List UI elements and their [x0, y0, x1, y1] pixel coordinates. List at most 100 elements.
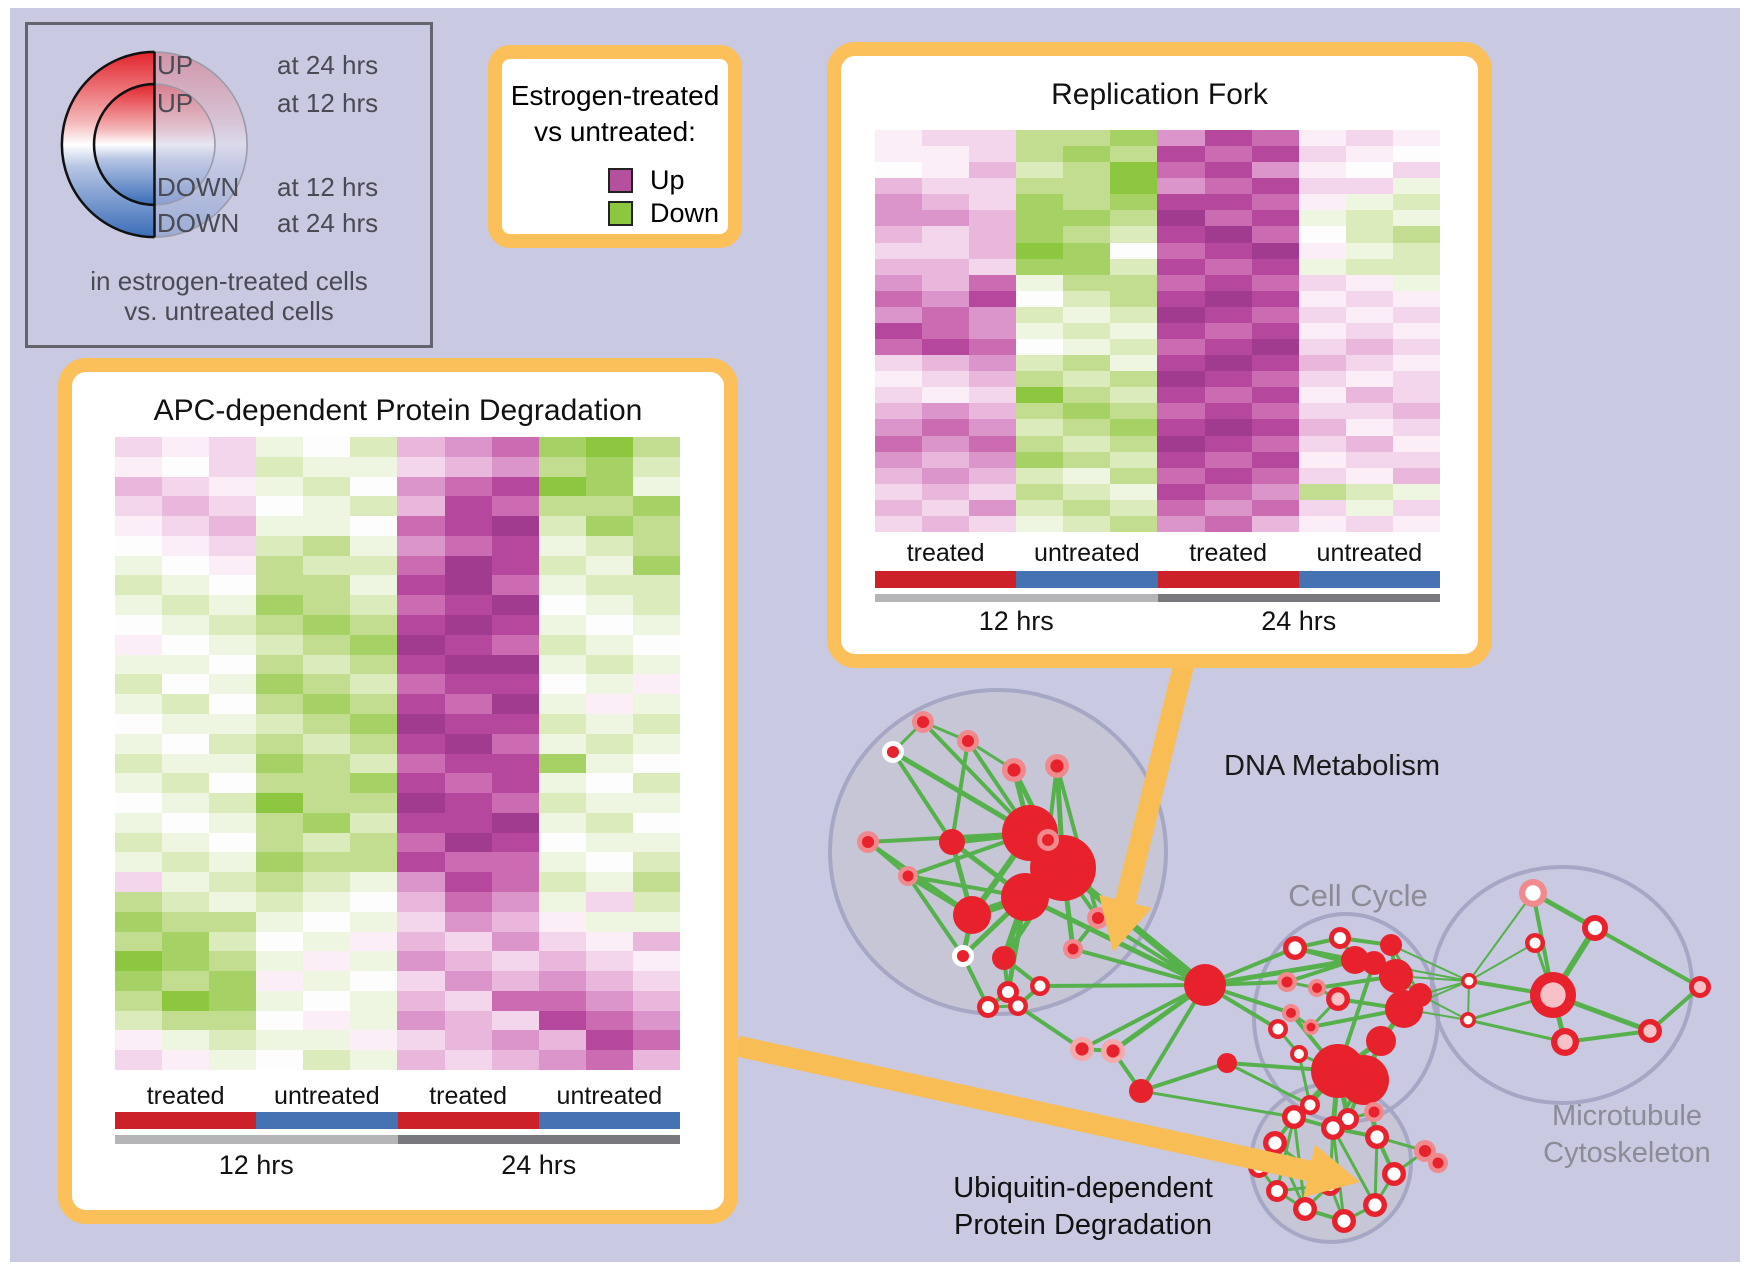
heatmap-cell — [538, 753, 586, 774]
heatmap-cell — [491, 990, 539, 1011]
updown-rings-icon — [60, 50, 248, 239]
condition-color-bar — [875, 571, 1017, 588]
heatmap-cell — [397, 971, 445, 991]
heatmap-cell — [585, 812, 633, 833]
network-edge — [1468, 942, 1536, 982]
heatmap-cell — [397, 654, 445, 675]
heatmap-cell — [1110, 258, 1158, 275]
heatmap-cell — [256, 674, 304, 695]
heatmap-cell — [303, 733, 351, 754]
network-node-center — [902, 870, 914, 882]
network-node-center — [1464, 976, 1474, 986]
heatmap-cell — [115, 595, 163, 616]
heatmap-cell — [115, 753, 163, 774]
heatmap-cell — [397, 674, 445, 695]
heatmap-cell — [1016, 210, 1064, 227]
heatmap-cell — [969, 339, 1017, 356]
network-edge — [1594, 926, 1701, 989]
heatmap-cell — [1110, 371, 1158, 388]
heatmap-cell — [256, 812, 304, 833]
heatmap-cell — [1298, 226, 1346, 243]
heatmap-cell — [444, 931, 492, 952]
heatmap-cell — [209, 476, 257, 497]
heatmap-cell — [922, 210, 970, 227]
heatmap-cell — [1392, 130, 1440, 147]
heatmap-cell — [444, 555, 492, 576]
heatmap-cell — [350, 951, 398, 972]
heatmap-cell — [1063, 130, 1111, 147]
heatmap-cell — [350, 516, 398, 536]
heatmap-cell — [350, 476, 398, 497]
heatmap-cell — [1345, 515, 1393, 532]
heatmap-cell — [1251, 435, 1299, 452]
heatmap-cell — [922, 322, 970, 340]
heatmap-cell — [538, 516, 586, 536]
heatmap-cell — [1345, 162, 1393, 179]
heatmap-cell — [115, 713, 163, 734]
heatmap-cell — [209, 634, 257, 655]
heatmap-cell — [1016, 306, 1064, 323]
heatmap-cell — [1251, 499, 1299, 516]
heatmap-cell — [397, 733, 445, 754]
heatmap-cell — [444, 773, 492, 794]
heatmap-cell — [397, 634, 445, 655]
heatmap-cell — [303, 674, 351, 695]
heatmap-cell — [350, 793, 398, 813]
heatmap-cell — [1204, 371, 1252, 388]
heatmap-cell — [209, 733, 257, 754]
heatmap-cell — [162, 555, 210, 576]
heatmap-cell — [1251, 274, 1299, 291]
heatmap-cell — [162, 832, 210, 853]
heatmap-cell — [585, 793, 633, 813]
heatmap-cell — [1251, 130, 1299, 147]
heatmap-cell — [632, 891, 680, 912]
heatmap-cell — [1251, 387, 1299, 404]
heatmap-cell — [1345, 146, 1393, 163]
heatmap-cell — [922, 403, 970, 420]
network-node-center — [981, 1000, 995, 1014]
heatmap-cell — [303, 694, 351, 714]
network-node — [1001, 873, 1049, 921]
heatmap-cell — [632, 654, 680, 675]
heatmap-cell — [1251, 258, 1299, 275]
heatmap-cell — [350, 1030, 398, 1051]
heatmap-cell — [350, 990, 398, 1011]
heatmap-cell — [632, 437, 680, 457]
heatmap-cell — [162, 516, 210, 536]
heatmap-cell — [1110, 162, 1158, 179]
up-label: Up — [650, 165, 685, 195]
network-node — [1408, 983, 1432, 1007]
heatmap-cell — [256, 832, 304, 853]
heatmap-cell — [303, 931, 351, 952]
heatmap-cell — [1204, 515, 1252, 532]
heatmap-cell — [969, 146, 1017, 163]
heatmap-cell — [1392, 162, 1440, 179]
heatmap-cell — [1298, 483, 1346, 500]
heatmap-cell — [538, 793, 586, 813]
heatmap-cell — [1204, 451, 1252, 468]
heatmap-cell — [1063, 403, 1111, 420]
heatmap-cell — [444, 832, 492, 853]
heatmap-cell — [444, 456, 492, 477]
heatmap-cell — [115, 872, 163, 892]
heatmap-cell — [1063, 515, 1111, 532]
estrogen-legend-title-line2: vs untreated: — [534, 116, 696, 147]
heatmap-cell — [303, 911, 351, 932]
heatmap-cell — [875, 435, 923, 452]
condition-group-label: treated — [429, 1082, 508, 1110]
heatmap-cell — [1251, 146, 1299, 163]
heatmap-cell — [303, 437, 351, 457]
condition-group-label: treated — [906, 539, 985, 567]
heatmap-cell — [209, 674, 257, 695]
heatmap-cell — [350, 535, 398, 556]
network-node-center — [1298, 1202, 1312, 1216]
heatmap-cell — [115, 832, 163, 853]
heatmap-cell — [585, 971, 633, 991]
heatmap-cell — [397, 615, 445, 635]
network-edge — [1390, 944, 1470, 982]
heatmap-cell — [1157, 258, 1205, 275]
heatmap-cell — [585, 1050, 633, 1070]
heatmap-cell — [1110, 387, 1158, 404]
heatmap-cell — [922, 515, 970, 532]
heatmap-cell — [969, 226, 1017, 243]
